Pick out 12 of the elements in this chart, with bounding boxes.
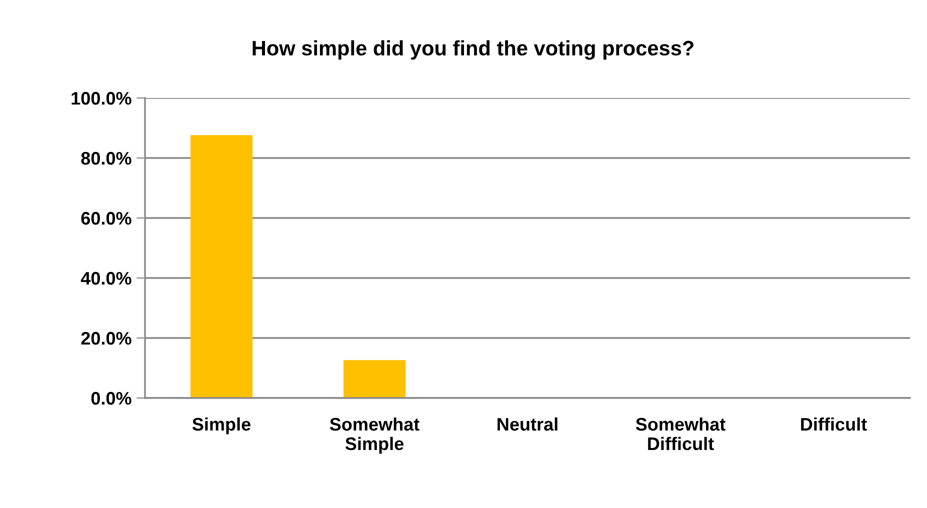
y-tick-label: 60.0% (81, 212, 132, 225)
x-tick-label: Difficult (801, 417, 867, 431)
x-tick-label: Simple (192, 417, 250, 434)
chart-title: How simple did you find the voting process? (252, 40, 694, 60)
x-tick-label: Neutral (498, 417, 558, 431)
y-tick-label: 20.0% (81, 332, 132, 345)
y-tick-label: 80.0% (81, 152, 132, 165)
y-tick-label: 0.0% (91, 392, 132, 405)
y-tick-label: 100.0% (72, 92, 132, 105)
x-tick-label: Somewhat Difficult (636, 417, 726, 450)
x-tick-label: Somewhat Simple (330, 417, 420, 454)
y-tick-label: 40.0% (80, 272, 132, 285)
